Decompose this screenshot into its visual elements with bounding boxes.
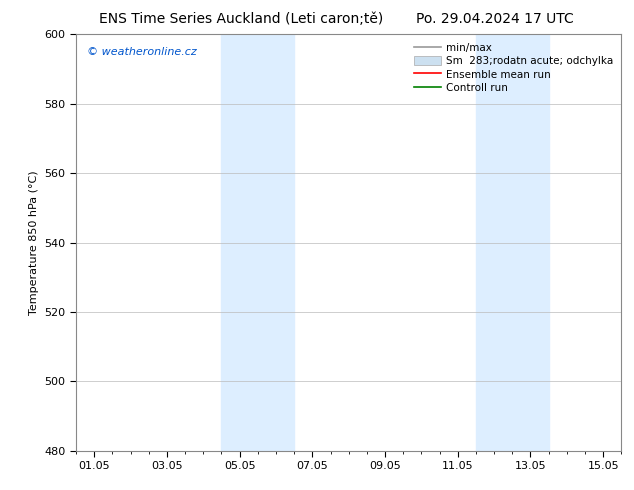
Legend: min/max, Sm  283;rodatn acute; odchylka, Ensemble mean run, Controll run: min/max, Sm 283;rodatn acute; odchylka, … xyxy=(411,40,616,96)
Text: © weatheronline.cz: © weatheronline.cz xyxy=(87,47,197,57)
Bar xyxy=(221,34,294,451)
Bar xyxy=(476,34,548,451)
Text: Po. 29.04.2024 17 UTC: Po. 29.04.2024 17 UTC xyxy=(416,12,573,26)
Y-axis label: Temperature 850 hPa (°C): Temperature 850 hPa (°C) xyxy=(29,170,39,315)
Text: ENS Time Series Auckland (Leti caron;tě): ENS Time Series Auckland (Leti caron;tě) xyxy=(99,12,383,26)
